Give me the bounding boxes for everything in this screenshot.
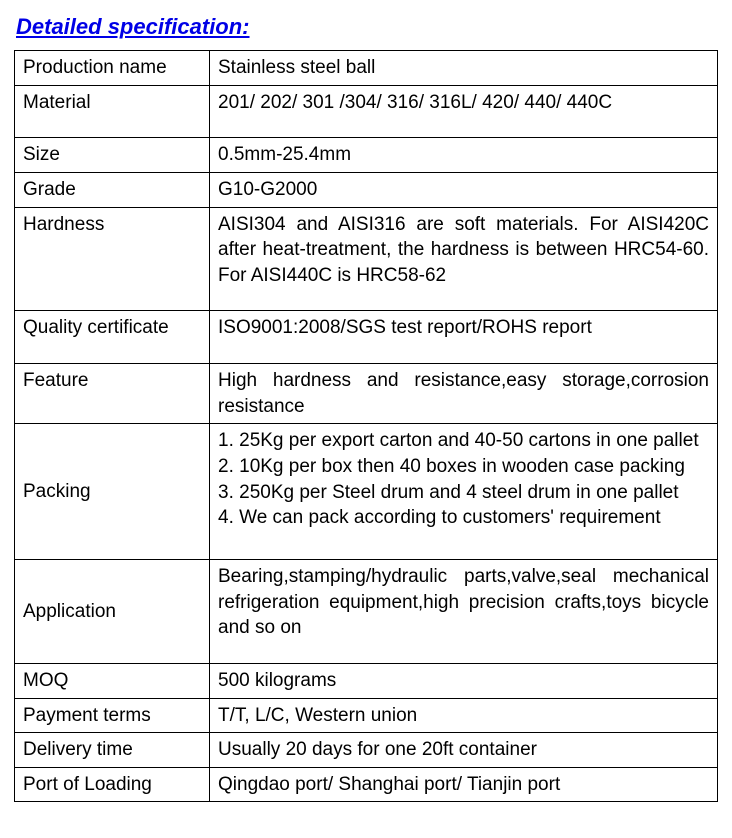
spec-label: Payment terms	[15, 698, 210, 733]
table-row: FeatureHigh hardness and resistance,easy…	[15, 364, 718, 424]
spec-value: Bearing,stamping/hydraulic parts,valve,s…	[210, 559, 718, 663]
table-row: Production nameStainless steel ball	[15, 51, 718, 86]
spec-label: Port of Loading	[15, 767, 210, 802]
table-row: Payment termsT/T, L/C, Western union	[15, 698, 718, 733]
spec-value: 201/ 202/ 301 /304/ 316/ 316L/ 420/ 440/…	[210, 85, 718, 138]
spec-label: Production name	[15, 51, 210, 86]
spec-label: Hardness	[15, 207, 210, 311]
spec-value: 500 kilograms	[210, 663, 718, 698]
spec-heading: Detailed specification:	[14, 14, 718, 40]
spec-label: Grade	[15, 172, 210, 207]
table-row: Delivery timeUsually 20 days for one 20f…	[15, 733, 718, 768]
spec-label: Size	[15, 138, 210, 173]
spec-value: High hardness and resistance,easy storag…	[210, 364, 718, 424]
table-row: Port of LoadingQingdao port/ Shanghai po…	[15, 767, 718, 802]
table-row: ApplicationBearing,stamping/hydraulic pa…	[15, 559, 718, 663]
spec-value: ISO9001:2008/SGS test report/ROHS report	[210, 311, 718, 364]
spec-value: Qingdao port/ Shanghai port/ Tianjin por…	[210, 767, 718, 802]
table-row: Size0.5mm-25.4mm	[15, 138, 718, 173]
spec-label: Feature	[15, 364, 210, 424]
spec-value: 1. 25Kg per export carton and 40-50 cart…	[210, 424, 718, 560]
table-row: GradeG10-G2000	[15, 172, 718, 207]
table-row: Packing1. 25Kg per export carton and 40-…	[15, 424, 718, 560]
spec-value: T/T, L/C, Western union	[210, 698, 718, 733]
spec-value: AISI304 and AISI316 are soft materials. …	[210, 207, 718, 311]
table-row: Material201/ 202/ 301 /304/ 316/ 316L/ 4…	[15, 85, 718, 138]
spec-value: Usually 20 days for one 20ft container	[210, 733, 718, 768]
spec-label: Application	[15, 559, 210, 663]
spec-label: MOQ	[15, 663, 210, 698]
table-row: HardnessAISI304 and AISI316 are soft mat…	[15, 207, 718, 311]
table-row: Quality certificateISO9001:2008/SGS test…	[15, 311, 718, 364]
spec-label: Material	[15, 85, 210, 138]
spec-label: Delivery time	[15, 733, 210, 768]
spec-label: Packing	[15, 424, 210, 560]
table-row: MOQ500 kilograms	[15, 663, 718, 698]
spec-value: G10-G2000	[210, 172, 718, 207]
spec-label: Quality certificate	[15, 311, 210, 364]
spec-value: 0.5mm-25.4mm	[210, 138, 718, 173]
spec-table: Production nameStainless steel ballMater…	[14, 50, 718, 802]
spec-value: Stainless steel ball	[210, 51, 718, 86]
spec-table-body: Production nameStainless steel ballMater…	[15, 51, 718, 802]
